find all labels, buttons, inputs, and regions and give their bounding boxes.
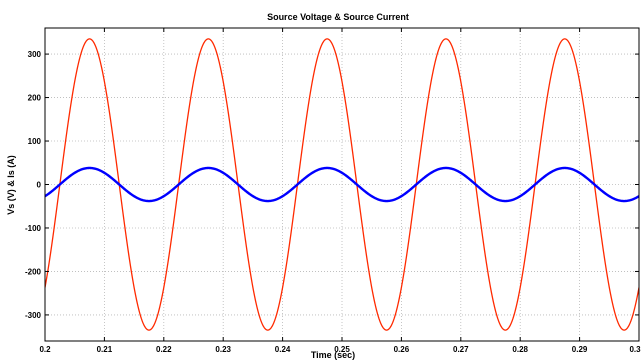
y-tick-label: -200 <box>25 267 42 276</box>
x-tick-label: 0.27 <box>453 345 469 354</box>
y-tick-label: -300 <box>25 311 42 320</box>
x-tick-label: 0.25 <box>334 345 350 354</box>
y-tick-label: 200 <box>28 94 42 103</box>
x-tick-label: 0.21 <box>97 345 113 354</box>
x-tick-label: 0.24 <box>275 345 291 354</box>
x-tick-label: 0.23 <box>215 345 231 354</box>
x-tick-label: 0.3 <box>629 345 641 354</box>
series-layer <box>45 38 639 331</box>
x-axis-label: Time (sec) <box>311 350 355 360</box>
chart-title: Source Voltage & Source Current <box>267 12 409 22</box>
y-tick-label: 0 <box>37 181 42 190</box>
x-tick-label: 0.29 <box>572 345 588 354</box>
grid <box>44 28 640 341</box>
y-axis-label: Vs (V) & Is (A) <box>6 155 16 215</box>
x-tick-label: 0.26 <box>394 345 410 354</box>
x-tick-label: 0.22 <box>156 345 172 354</box>
x-axis-ticks: 0.2 0.21 0.22 0.23 0.24 0.25 0.26 0.27 0.28 0.29 0… <box>39 28 641 354</box>
x-tick-label: 0.28 <box>512 345 528 354</box>
y-axis-ticks: 300 200 100 0 -100 -200 -300 <box>25 50 639 320</box>
series-line-1 <box>45 38 639 331</box>
y-tick-label: -100 <box>25 224 42 233</box>
series-line-2 <box>45 166 639 203</box>
x-tick-label: 0.2 <box>39 345 51 354</box>
y-tick-label: 100 <box>28 137 42 146</box>
y-tick-label: 300 <box>28 50 42 59</box>
